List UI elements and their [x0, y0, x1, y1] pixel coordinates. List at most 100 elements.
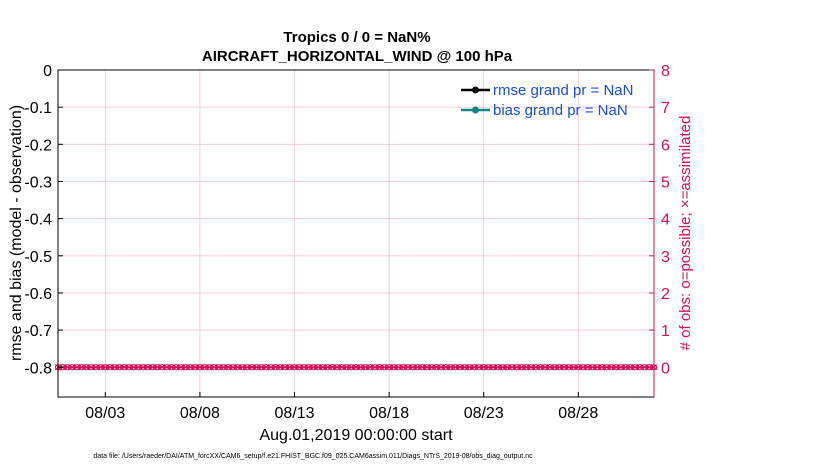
obs-assimilated-point	[168, 364, 175, 371]
obs-assimilated-point	[546, 364, 554, 371]
obs-assimilated-point	[177, 364, 185, 371]
left-tick-label: -0.6	[24, 286, 52, 303]
right-tick-label: 2	[661, 286, 670, 303]
obs-assimilated-point	[523, 364, 530, 371]
obs-count-markers	[54, 364, 658, 371]
obs-assimilated-point	[78, 364, 85, 371]
data-file-footer: data file: /Users/raeder/DAI/ATM_forcXX/…	[93, 453, 533, 460]
right-tick-label: 1	[661, 323, 670, 340]
obs-assimilated-point	[589, 364, 596, 371]
obs-assimilated-point	[447, 364, 454, 371]
obs-assimilated-point	[173, 364, 180, 371]
left-tick-label: -0.7	[24, 323, 52, 340]
legend-label-rmse: rmse grand pr = NaN	[493, 82, 633, 99]
right-tick-label: 7	[661, 100, 670, 117]
obs-assimilated-point	[158, 364, 166, 371]
right-y-axis-label: # of obs: o=possible; ×=assimilated	[677, 116, 694, 351]
obs-assimilated-point	[343, 364, 350, 371]
obs-assimilated-point	[300, 364, 308, 371]
obs-assimilated-point	[518, 364, 525, 371]
obs-assimilated-point	[565, 364, 573, 371]
obs-assimilated-point	[513, 364, 520, 371]
obs-assimilated-point	[281, 364, 289, 371]
obs-assimilated-point	[338, 364, 345, 371]
obs-assimilated-point	[622, 364, 629, 371]
obs-assimilated-point	[409, 364, 416, 371]
obs-assimilated-point	[442, 364, 450, 371]
obs-assimilated-point	[69, 364, 76, 371]
obs-assimilated-point	[456, 364, 464, 371]
obs-assimilated-point	[305, 364, 312, 371]
obs-assimilated-point	[102, 364, 109, 371]
obs-assimilated-point	[480, 364, 487, 371]
left-tick-label: -0.5	[24, 249, 52, 266]
obs-assimilated-point	[381, 364, 388, 371]
chart-title-line1: Tropics 0 / 0 = NaN%	[283, 29, 430, 46]
obs-assimilated-point	[499, 364, 506, 371]
plot-area	[57, 69, 655, 398]
legend-label-bias: bias grand pr = NaN	[493, 102, 628, 119]
obs-assimilated-point	[452, 364, 459, 371]
x-axis-label: Aug.01,2019 00:00:00 start	[259, 427, 453, 444]
right-tick-label: 0	[661, 360, 670, 377]
obs-assimilated-point	[286, 364, 293, 371]
obs-assimilated-point	[598, 364, 606, 371]
x-tick-label: 08/18	[369, 405, 409, 422]
obs-assimilated-point	[423, 364, 431, 371]
obs-assimilated-point	[471, 364, 478, 371]
obs-assimilated-point	[324, 364, 331, 371]
obs-assimilated-point	[333, 364, 341, 371]
x-tick-label: 08/23	[464, 405, 504, 422]
obs-assimilated-point	[234, 364, 241, 371]
x-tick-label: 08/08	[180, 405, 220, 422]
obs-assimilated-point	[527, 364, 535, 371]
x-tick-label: 08/28	[558, 405, 598, 422]
obs-assimilated-point	[229, 364, 237, 371]
obs-assimilated-point	[149, 364, 156, 371]
obs-assimilated-point	[428, 364, 435, 371]
obs-assimilated-point	[617, 364, 625, 371]
obs-assimilated-point	[139, 364, 147, 371]
obs-assimilated-point	[262, 364, 270, 371]
obs-assimilated-point	[253, 364, 260, 371]
obs-assimilated-point	[551, 364, 558, 371]
right-tick-label: 6	[661, 137, 670, 154]
obs-assimilated-point	[319, 364, 327, 371]
obs-assimilated-point	[87, 364, 95, 371]
obs-assimilated-point	[560, 364, 568, 371]
obs-assimilated-point	[508, 364, 516, 371]
obs-assimilated-point	[258, 364, 265, 371]
obs-assimilated-point	[239, 364, 246, 371]
chart-title-line2: AIRCRAFT_HORIZONTAL_WIND @ 100 hPa	[202, 48, 513, 65]
obs-assimilated-point	[111, 364, 118, 371]
x-axis: 08/03 08/08 08/13 08/18 08/23 08/28	[85, 392, 598, 422]
obs-assimilated-point	[244, 364, 251, 371]
obs-assimilated-point	[192, 364, 199, 371]
obs-assimilated-point	[272, 364, 279, 371]
obs-assimilated-point	[130, 364, 137, 371]
obs-assimilated-point	[291, 364, 298, 371]
left-tick-label: -0.1	[24, 100, 52, 117]
obs-assimilated-point	[532, 364, 539, 371]
obs-assimilated-point	[64, 364, 71, 371]
obs-assimilated-point	[400, 364, 407, 371]
obs-assimilated-point	[433, 364, 440, 371]
obs-assimilated-point	[627, 364, 634, 371]
left-tick-label: -0.2	[24, 137, 52, 154]
obs-assimilated-point	[490, 364, 497, 371]
obs-assimilated-point	[352, 364, 360, 371]
obs-assimilated-point	[135, 364, 142, 371]
obs-assimilated-point	[475, 364, 483, 371]
legend-marker-bias	[472, 106, 479, 114]
obs-assimilated-point	[437, 364, 445, 371]
obs-assimilated-point	[608, 364, 615, 371]
obs-assimilated-point	[362, 364, 369, 371]
left-tick-label: -0.3	[24, 174, 52, 191]
left-tick-label: 0	[43, 63, 52, 80]
obs-assimilated-point	[206, 364, 213, 371]
obs-assimilated-point	[329, 364, 336, 371]
obs-assimilated-point	[466, 364, 473, 371]
obs-assimilated-point	[187, 364, 194, 371]
obs-assimilated-point	[97, 364, 104, 371]
obs-assimilated-point	[613, 364, 620, 371]
